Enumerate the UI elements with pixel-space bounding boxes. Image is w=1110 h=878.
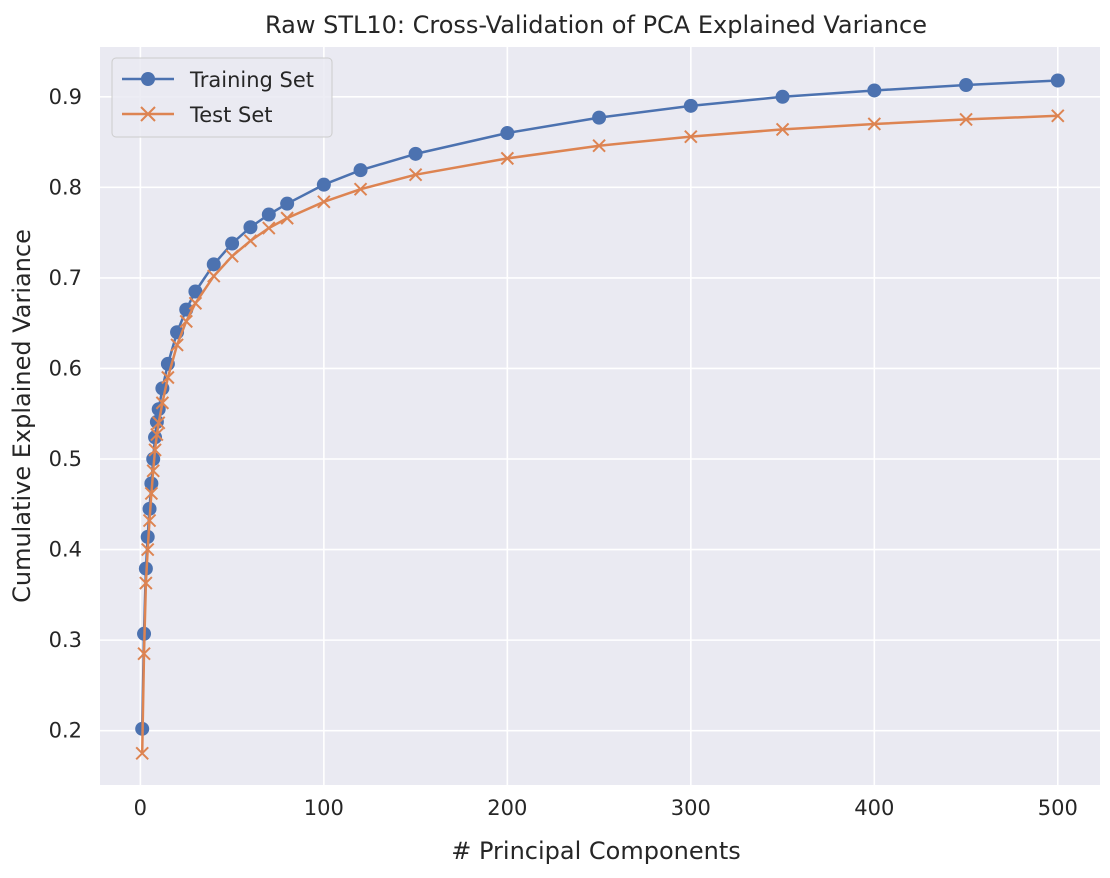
- data-point: [140, 542, 155, 557]
- data-point: [139, 576, 153, 590]
- legend-test-label: Test Set: [189, 103, 273, 127]
- data-point: [206, 257, 221, 272]
- data-point: [188, 296, 203, 310]
- data-point: [152, 416, 166, 430]
- data-point: [500, 126, 515, 141]
- data-point: [144, 486, 159, 501]
- x-axis-label: # Principal Components: [451, 837, 740, 865]
- data-point: [188, 284, 203, 299]
- y-tick-label: 0.5: [49, 447, 82, 471]
- chart-title: Raw STL10: Cross-Validation of PCA Expla…: [265, 11, 927, 39]
- series-1: [135, 109, 1065, 761]
- data-point: [161, 370, 175, 385]
- x-tick-label: 300: [671, 796, 711, 820]
- data-point: [148, 443, 162, 457]
- tick-labels: 0 100 200 300 400 500 0.2 0.3 0.4 0.5 0.6 0.7 0.8 0.9: [49, 85, 1078, 820]
- data-point: [317, 195, 331, 209]
- x-tick-label: 500: [1038, 796, 1078, 820]
- y-tick-label: 0.7: [49, 266, 82, 290]
- data-point: [135, 746, 149, 761]
- data-point: [775, 122, 790, 137]
- data-point: [207, 269, 221, 283]
- data-point: [867, 83, 882, 98]
- data-point: [261, 207, 276, 222]
- data-point: [225, 249, 239, 263]
- legend-training-marker: [141, 72, 155, 86]
- data-point: [408, 167, 423, 182]
- data-point: [353, 182, 368, 196]
- data-point: [150, 427, 164, 442]
- legend-test-marker: [140, 106, 156, 122]
- data-point: [262, 221, 276, 235]
- grid-lines: [100, 47, 1100, 785]
- data-point: [592, 110, 607, 125]
- y-tick-label: 0.9: [49, 85, 82, 109]
- data-point: [1050, 73, 1065, 88]
- data-point: [243, 234, 258, 248]
- data-point: [155, 396, 170, 410]
- data-point: [775, 89, 790, 104]
- data-point: [353, 163, 368, 178]
- data-point: [316, 177, 331, 192]
- data-point: [959, 78, 974, 93]
- data-point: [137, 646, 151, 661]
- data-point: [867, 117, 882, 131]
- data-point: [243, 220, 258, 235]
- y-tick-label: 0.8: [49, 175, 82, 199]
- plot-background: [100, 47, 1100, 785]
- legend-training-label: Training Set: [189, 68, 314, 92]
- x-tick-label: 0: [134, 796, 147, 820]
- y-axis-label: Cumulative Explained Variance: [8, 229, 36, 603]
- y-tick-label: 0.4: [49, 538, 82, 562]
- legend: Training Set Test Set: [111, 57, 333, 138]
- series-0: [135, 73, 1065, 736]
- data-point: [280, 211, 294, 225]
- data-point: [170, 338, 184, 352]
- data-point: [683, 98, 698, 113]
- data-point: [592, 138, 606, 153]
- data-point: [684, 129, 698, 144]
- data-point: [142, 513, 157, 528]
- data-point: [280, 196, 295, 211]
- series-line: [140, 114, 1058, 754]
- y-tick-label: 0.2: [49, 719, 82, 743]
- data-point: [225, 236, 240, 251]
- x-tick-label: 200: [487, 796, 527, 820]
- data-point: [500, 151, 515, 166]
- x-tick-label: 400: [854, 796, 894, 820]
- data-point: [408, 146, 423, 161]
- y-tick-label: 0.6: [49, 356, 82, 380]
- data-point: [959, 112, 973, 127]
- x-tick-label: 100: [304, 796, 344, 820]
- series-layer: [135, 73, 1065, 761]
- data-point: [179, 314, 193, 329]
- data-point: [1051, 109, 1065, 123]
- data-point: [146, 464, 160, 478]
- y-tick-label: 0.3: [49, 628, 82, 652]
